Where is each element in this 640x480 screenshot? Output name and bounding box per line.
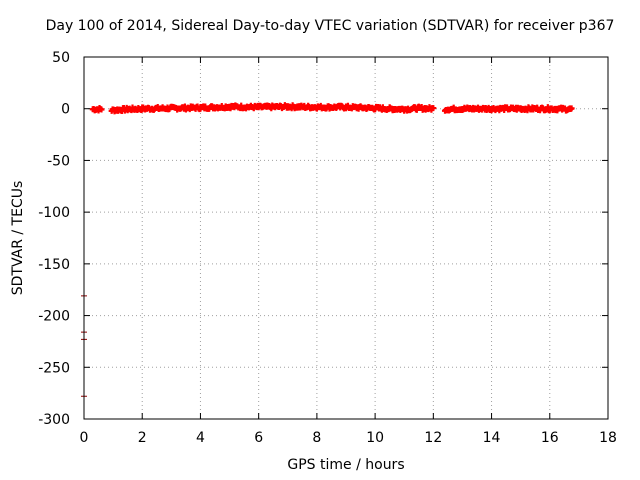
- series-segment-main-band: [108, 102, 437, 115]
- y-tick-label: -200: [38, 309, 70, 325]
- y-tick-label: -50: [47, 153, 70, 169]
- series-segment-main-band-late: [441, 104, 575, 114]
- y-tick-label: -150: [38, 257, 70, 273]
- x-tick-label: 16: [541, 430, 559, 446]
- y-axis-label: SDTVAR / TECUs: [10, 180, 26, 296]
- data-point: [568, 105, 575, 112]
- axis-ticks: [83, 56, 609, 420]
- x-tick-label: 10: [366, 430, 384, 446]
- x-tick-label: 6: [254, 430, 263, 446]
- y-tick-label: -100: [38, 205, 70, 221]
- y-tick-labels: 50 0 -50 -100 -150 -200 -250 -300: [38, 50, 70, 428]
- data-point: [98, 106, 105, 113]
- x-axis-label: GPS time / hours: [287, 457, 405, 473]
- x-tick-label: 12: [424, 430, 442, 446]
- x-tick-label: 2: [138, 430, 147, 446]
- y-tick-label: -250: [38, 360, 70, 376]
- x-tick-label: 0: [80, 430, 89, 446]
- y-tick-label: 0: [61, 102, 70, 118]
- data-series: [89, 102, 575, 115]
- x-tick-label: 18: [599, 430, 617, 446]
- x-tick-label: 4: [196, 430, 205, 446]
- y-tick-label: -300: [38, 412, 70, 428]
- y-tick-label: 50: [52, 50, 70, 66]
- data-point: [430, 105, 437, 112]
- series-segment-main-band-early: [89, 105, 105, 114]
- plot-frame: [83, 56, 609, 420]
- x-tick-label: 8: [312, 430, 321, 446]
- x-tick-labels: 0 2 4 6 8 10 12 14 16 18: [80, 430, 617, 446]
- x-tick-label: 14: [483, 430, 501, 446]
- chart-title: Day 100 of 2014, Sidereal Day-to-day VTE…: [45, 18, 615, 34]
